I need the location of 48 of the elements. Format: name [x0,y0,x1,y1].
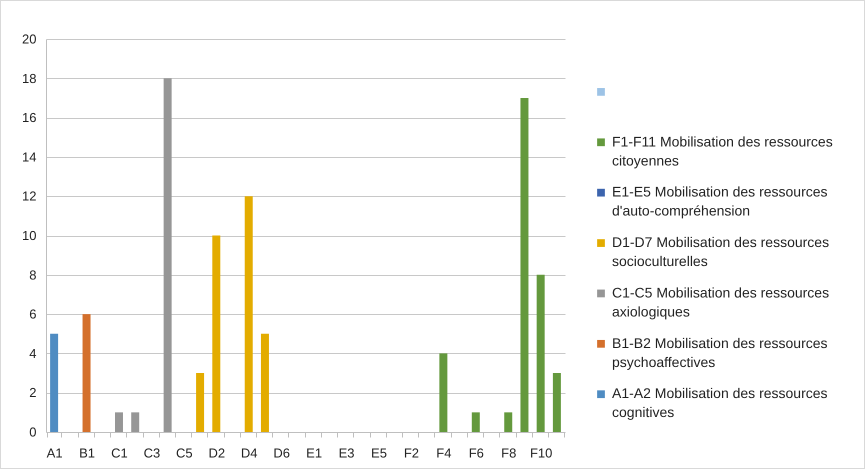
bar [260,334,269,432]
x-tick-label: C5 [176,446,193,460]
bar [504,412,512,432]
y-tick-label: 14 [22,149,36,164]
x-tick-label: B1 [79,446,95,460]
x-tick-label: D4 [240,446,258,460]
x-tick-label: F10 [530,446,552,460]
x-tick-label: C3 [144,446,160,460]
bar [164,78,172,432]
bar [472,412,480,432]
y-tick-label: 12 [22,188,36,204]
x-tick-label: F6 [468,446,484,460]
x-tick-label: E1 [306,446,322,460]
bar [520,98,528,432]
legend-label: B1-B2 Mobilisation des ressources psychoaffectives [612,334,828,370]
x-tick-label: E5 [371,446,387,460]
legend-label: D1-D7 Mobilisation des ressources socioculturelles [612,234,830,270]
bar [552,373,561,432]
y-tick-label: 18 [22,70,36,86]
legend-label: E1-E5 Mobilisation des ressources d'auto-compréhension [612,184,828,219]
x-tick-label: F4 [436,446,452,460]
x-tick-label: D6 [273,446,290,460]
legend-label: C1-C5 Mobilisation des ressources axiologiques [612,284,830,320]
x-tick-label: F8 [501,446,516,460]
x-tick-label: A1 [46,446,63,460]
y-tick-label: 6 [29,306,36,322]
bar [212,236,220,432]
bar [196,373,204,432]
bar [82,314,91,432]
legend-label: A1-A2 Mobilisation des ressources cognitives [612,385,828,420]
bar [536,274,545,432]
y-tick-label: 0 [29,424,36,440]
x-tick-label: D2 [208,446,226,460]
x-tick-label: E3 [338,446,354,460]
legend-label: F1-F11 Mobilisation des ressources citoyennes [612,133,833,168]
y-tick-label: 2 [29,385,36,400]
bar [244,196,253,432]
bar [439,353,448,432]
bar [114,412,123,432]
bar [50,334,58,432]
bar [131,412,140,432]
y-tick-label: 8 [29,267,36,282]
y-tick-label: 4 [29,346,36,361]
x-tick-label: F2 [404,446,420,460]
x-tick-label: C1 [111,446,128,460]
y-tick-label: 16 [22,110,36,126]
y-tick-label: 20 [22,32,36,46]
y-tick-label: 10 [22,228,36,243]
